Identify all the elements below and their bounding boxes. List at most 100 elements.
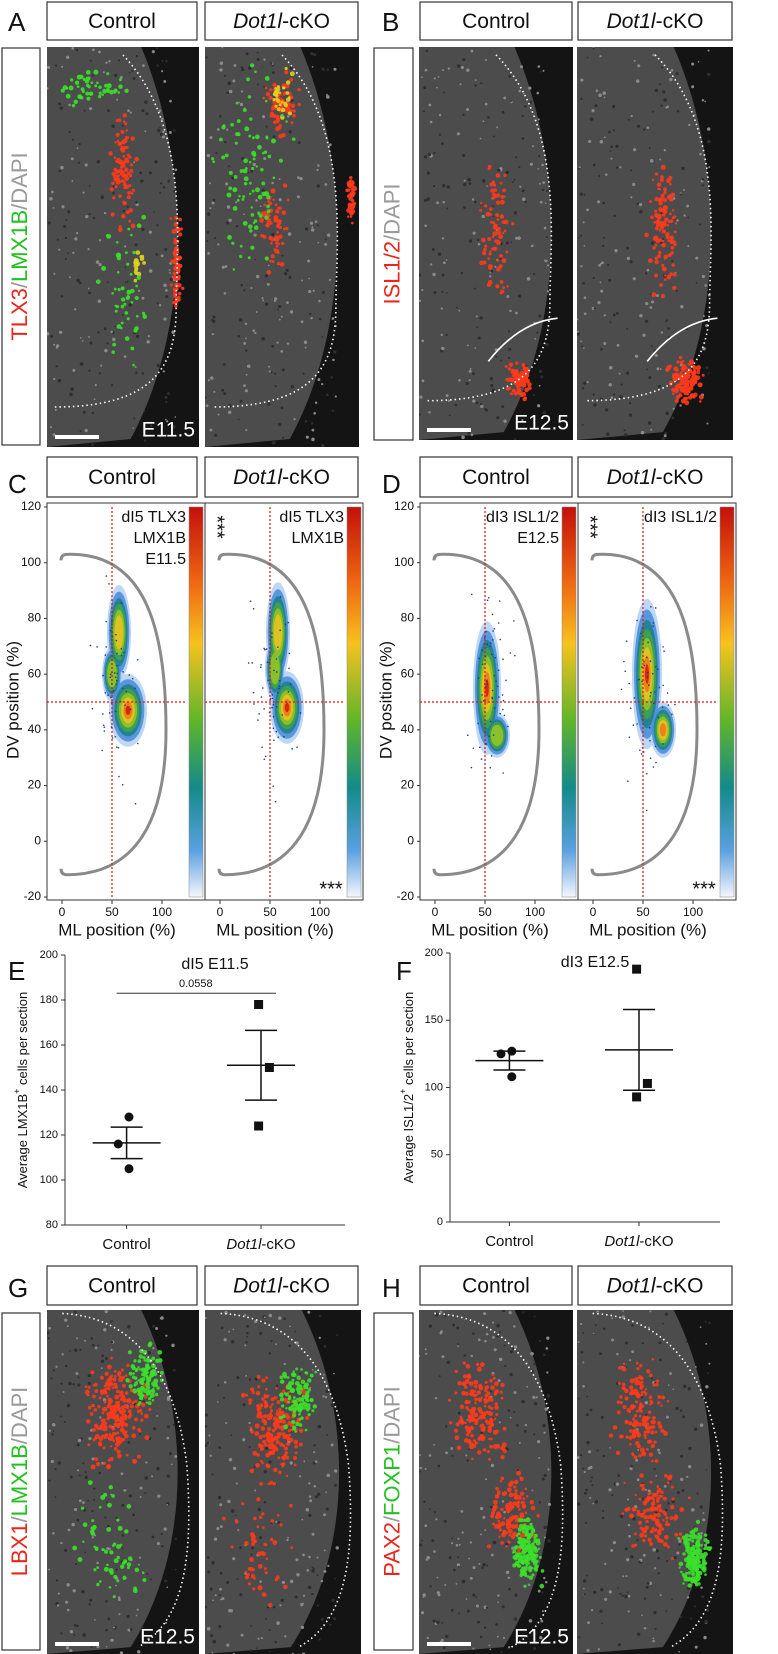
cell-point — [272, 785, 275, 788]
labeled-cell — [142, 1577, 147, 1582]
labeled-cell — [641, 1404, 645, 1408]
labeled-cell — [522, 1523, 527, 1529]
nucleus — [592, 276, 595, 280]
nucleus — [517, 294, 522, 298]
labeled-cell — [497, 1514, 502, 1519]
labeled-cell — [131, 1433, 137, 1439]
labeled-cell — [268, 1446, 272, 1450]
labeled-cell — [679, 1507, 685, 1512]
nucleus — [316, 1604, 319, 1607]
nucleus — [521, 1399, 525, 1404]
labeled-cell — [508, 1533, 512, 1537]
nucleus — [289, 66, 294, 70]
text-part: -cKO — [261, 1236, 295, 1253]
labeled-cell — [263, 1420, 267, 1425]
labeled-cell — [656, 1529, 661, 1534]
labeled-cell — [101, 1411, 105, 1415]
labeled-cell — [120, 326, 123, 330]
nucleus — [274, 385, 277, 388]
text-part: LBX1 — [7, 1522, 32, 1576]
nucleus — [72, 1589, 76, 1593]
nucleus — [704, 100, 706, 103]
labeled-cell — [624, 1388, 629, 1394]
labeled-cell — [665, 1520, 669, 1524]
labeled-cell — [664, 278, 667, 281]
cell-point — [249, 600, 252, 602]
labeled-cell — [104, 1549, 108, 1554]
nucleus — [256, 83, 259, 86]
y-tick-label: 120 — [40, 1129, 58, 1141]
nucleus — [94, 383, 97, 387]
nucleus — [286, 115, 290, 118]
nucleus — [614, 249, 618, 253]
nucleus — [311, 428, 315, 432]
nucleus — [675, 1406, 679, 1411]
nucleus — [463, 206, 466, 209]
nucleus — [546, 290, 550, 293]
labeled-cell — [525, 1517, 531, 1523]
labeled-cell — [514, 1519, 519, 1523]
nucleus — [646, 368, 649, 371]
labeled-cell — [502, 1529, 507, 1534]
nucleus — [609, 1447, 611, 1449]
labeled-cell — [696, 1555, 701, 1560]
labeled-cell — [80, 1506, 85, 1510]
labeled-cell — [98, 1436, 104, 1442]
labeled-cell — [106, 72, 110, 76]
nucleus — [586, 1395, 589, 1398]
nucleus — [207, 379, 210, 382]
labeled-cell — [295, 1387, 301, 1392]
labeled-cell — [639, 1473, 644, 1478]
nucleus — [91, 74, 94, 77]
labeled-cell — [698, 383, 702, 387]
labeled-cell — [519, 1512, 525, 1517]
labeled-cell — [129, 163, 134, 167]
nucleus — [581, 345, 584, 348]
nucleus — [427, 152, 432, 157]
labeled-cell — [292, 1396, 296, 1400]
labeled-cell — [497, 1519, 501, 1523]
nucleus — [466, 1459, 469, 1462]
labeled-cell — [633, 1388, 638, 1394]
nucleus — [592, 163, 596, 167]
nucleus — [135, 201, 138, 204]
labeled-cell — [479, 1424, 483, 1428]
nucleus — [66, 1608, 70, 1612]
x-tick-label: 50 — [263, 905, 277, 919]
labeled-cell — [494, 1523, 499, 1529]
labeled-cell — [173, 258, 176, 262]
labeled-cell — [514, 1489, 518, 1493]
labeled-cell — [289, 1503, 293, 1508]
nucleus — [297, 141, 301, 145]
nucleus — [577, 318, 579, 321]
cell-point — [489, 645, 491, 647]
labeled-cell — [251, 166, 255, 171]
nucleus — [495, 1623, 499, 1626]
labeled-cell — [114, 141, 117, 144]
nucleus — [423, 85, 427, 90]
nucleus — [616, 311, 619, 315]
nucleus — [694, 1645, 698, 1649]
labeled-cell — [683, 390, 688, 396]
cell-point — [501, 694, 504, 696]
labeled-cell — [109, 187, 114, 192]
labeled-cell — [681, 363, 687, 369]
labeled-cell — [124, 135, 130, 140]
nucleus — [498, 1331, 502, 1334]
nucleus — [211, 201, 215, 205]
y-tick-label: 140 — [40, 1084, 58, 1096]
labeled-cell — [242, 221, 248, 226]
nucleus — [213, 390, 216, 393]
nucleus — [246, 1331, 249, 1335]
labeled-cell — [469, 1381, 474, 1387]
labeled-cell — [125, 210, 130, 215]
labeled-cell — [502, 1426, 507, 1431]
labeled-cell — [124, 167, 129, 172]
nucleus — [121, 1503, 125, 1507]
labeled-cell — [523, 1567, 528, 1572]
nucleus — [586, 1440, 590, 1445]
cell-point — [645, 772, 648, 775]
header-box — [419, 1265, 573, 1306]
labeled-cell — [232, 268, 236, 271]
labeled-cell — [520, 1518, 524, 1523]
